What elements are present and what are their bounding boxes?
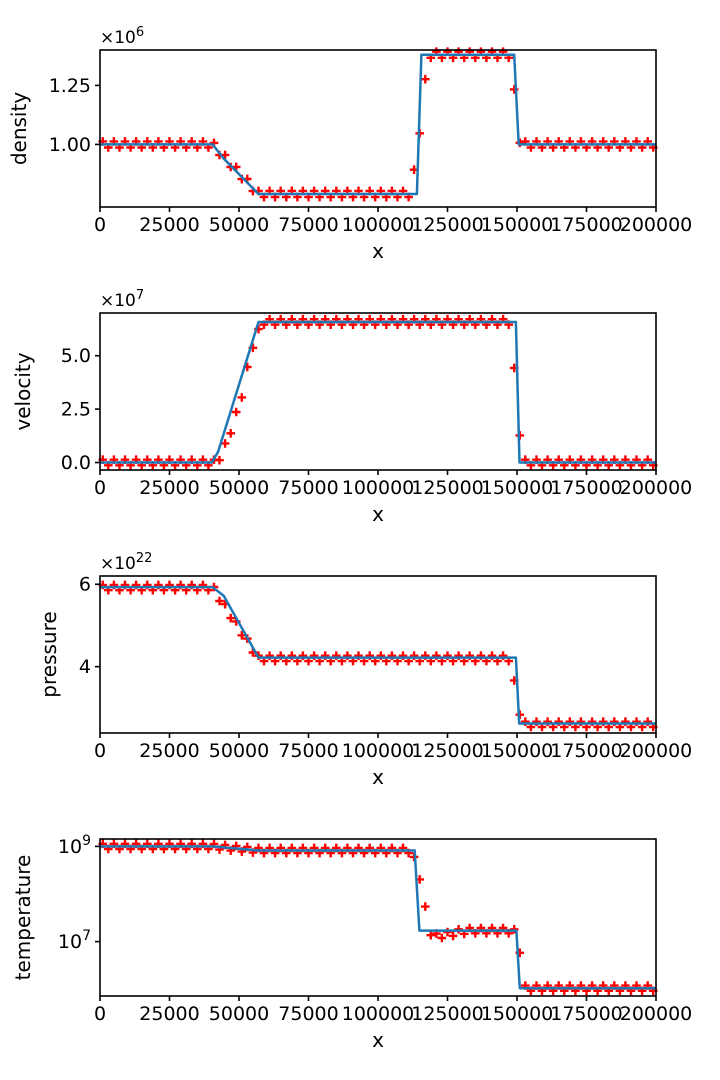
x-tick-label: 175000: [550, 1003, 623, 1025]
x-axis-label: x: [372, 1028, 384, 1052]
y-axis-label: density: [7, 92, 31, 165]
x-tick-label: 200000: [620, 477, 693, 499]
y-tick-label: 6: [79, 574, 91, 596]
x-tick-label: 25000: [139, 1003, 199, 1025]
y-offset-text: ×107: [100, 288, 144, 311]
y-tick-label: 2.5: [61, 399, 91, 421]
x-axis-label: x: [372, 239, 384, 263]
x-tick-label: 100000: [342, 214, 415, 236]
x-axis-label: x: [372, 502, 384, 526]
x-tick-label: 75000: [278, 740, 338, 762]
x-tick-label: 75000: [278, 214, 338, 236]
x-tick-label: 200000: [620, 214, 693, 236]
x-tick-label: 25000: [139, 740, 199, 762]
y-axis-label: pressure: [37, 611, 61, 697]
simulation-markers: [98, 314, 658, 470]
x-tick-label: 200000: [620, 1003, 693, 1025]
x-tick-label: 100000: [342, 477, 415, 499]
y-tick-label: 5.0: [61, 345, 91, 367]
y-offset-text: ×106: [100, 25, 144, 48]
x-tick-label: 25000: [139, 477, 199, 499]
y-tick-label: 1.00: [49, 134, 91, 156]
x-tick-label: 75000: [278, 1003, 338, 1025]
simulation-markers: [98, 47, 658, 202]
x-tick-label: 150000: [481, 477, 554, 499]
temperature-subplot: 0 25000 50000 75000 100000125000150000175000…: [11, 833, 692, 1052]
y-axis-label: velocity: [11, 352, 35, 430]
pressure-subplot: 0 25000 50000 75000 100000125000150000175000…: [37, 551, 692, 789]
x-tick-label: 125000: [411, 1003, 484, 1025]
x-axis-label: x: [372, 765, 384, 789]
x-tick-label: 125000: [411, 740, 484, 762]
x-tick-label: 125000: [411, 477, 484, 499]
x-tick-label: 150000: [481, 740, 554, 762]
y-tick-label: 4: [79, 656, 91, 678]
x-tick-label: 100000: [342, 1003, 415, 1025]
x-tick-label: 100000: [342, 740, 415, 762]
x-tick-label: 150000: [481, 214, 554, 236]
velocity-subplot: 0 25000 50000 75000 100000125000150000175000…: [11, 288, 692, 526]
x-tick-label: 0: [94, 740, 106, 762]
analytic-line: [100, 585, 656, 725]
simulation-markers: [98, 839, 658, 996]
analytic-line: [100, 53, 656, 196]
analytic-line: [100, 845, 656, 990]
x-tick-label: 125000: [411, 214, 484, 236]
simulation-markers: [98, 580, 658, 732]
x-tick-label: 75000: [278, 477, 338, 499]
y-axis-label: temperature: [11, 855, 35, 981]
x-tick-label: 25000: [139, 214, 199, 236]
x-tick-label: 175000: [550, 477, 623, 499]
x-tick-label: 50000: [209, 477, 269, 499]
x-tick-label: 150000: [481, 1003, 554, 1025]
x-tick-label: 200000: [620, 740, 693, 762]
x-tick-label: 0: [94, 214, 106, 236]
y-tick-label: 107: [58, 928, 91, 953]
x-tick-label: 50000: [209, 1003, 269, 1025]
density-subplot: 0 25000 50000 75000 100000125000150000175000…: [7, 25, 692, 263]
x-tick-label: 50000: [209, 740, 269, 762]
x-tick-label: 175000: [550, 214, 623, 236]
x-tick-label: 175000: [550, 740, 623, 762]
x-tick-label: 0: [94, 1003, 106, 1025]
x-tick-label: 0: [94, 477, 106, 499]
y-tick-label: 1.25: [49, 75, 91, 97]
analytic-line: [100, 320, 656, 464]
y-tick-label: 0.0: [61, 452, 91, 474]
x-tick-label: 50000: [209, 214, 269, 236]
